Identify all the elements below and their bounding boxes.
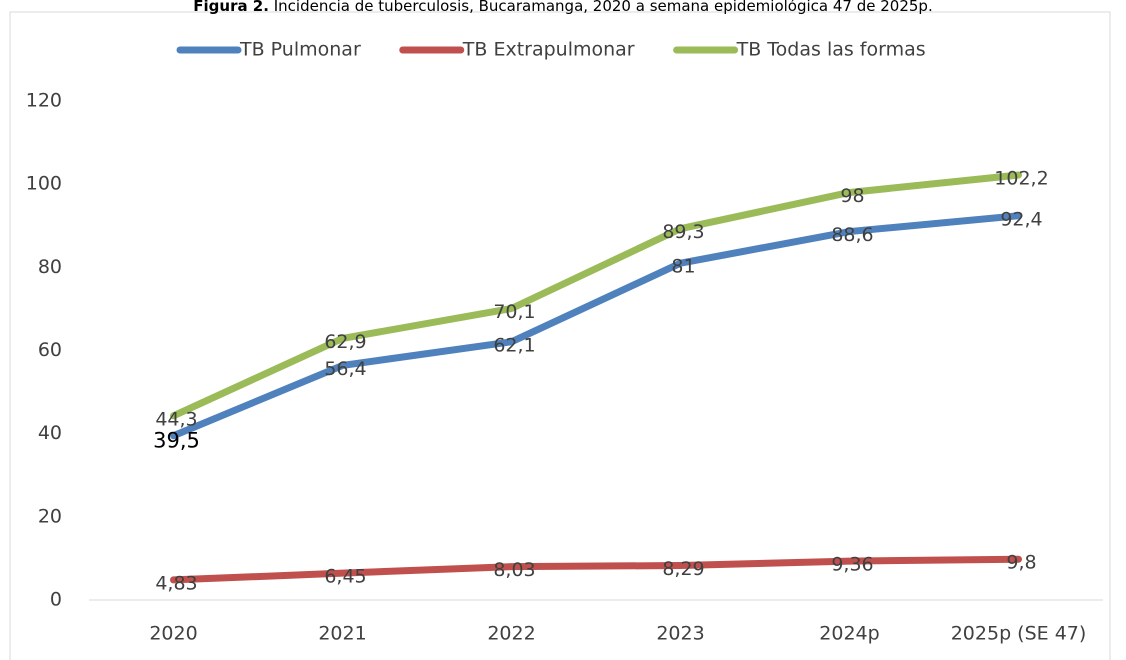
y-tick-label: 60 [38, 339, 62, 361]
legend-label: TB Pulmonar [239, 39, 361, 61]
data-label: 9,36 [831, 554, 873, 576]
data-label: 8,03 [493, 559, 535, 581]
data-label: 88,6 [831, 224, 873, 246]
y-tick-label: 40 [38, 422, 62, 444]
x-tick-label: 2022 [487, 623, 535, 645]
data-label: 39,5 [153, 429, 200, 453]
data-label: 44,3 [155, 408, 197, 430]
y-tick-label: 100 [26, 173, 62, 195]
data-label: 89,3 [662, 221, 704, 243]
title-label: Figura 2. [193, 0, 269, 15]
data-label: 98 [840, 185, 864, 207]
x-tick-label: 2024p [819, 623, 879, 645]
legend-label: TB Extrapulmonar [462, 39, 635, 61]
y-tick-label: 80 [38, 256, 62, 278]
y-tick-label: 0 [50, 589, 62, 611]
y-tick-label: 120 [26, 90, 62, 112]
series-line [170, 555, 1022, 584]
data-label: 8,29 [662, 558, 704, 580]
x-tick-label: 2023 [656, 623, 704, 645]
legend-label: TB Todas las formas [736, 39, 926, 61]
x-tick-label: 2020 [149, 623, 197, 645]
data-label: 62,1 [493, 334, 535, 356]
data-label: 81 [671, 256, 695, 278]
data-label: 92,4 [1000, 208, 1042, 230]
x-tick-label: 2025p (SE 47) [951, 623, 1087, 645]
series-line [170, 171, 1022, 420]
data-label: 56,4 [324, 358, 366, 380]
data-label: 6,45 [324, 566, 366, 588]
chart-title: Figura 2. Incidencia de tuberculosis, Bu… [193, 0, 932, 15]
chart-border [9, 11, 1111, 660]
data-label: 4,83 [155, 572, 197, 594]
data-label: 9,8 [1006, 552, 1036, 574]
y-tick-label: 20 [38, 505, 62, 527]
x-tick-label: 2021 [318, 623, 366, 645]
data-label: 62,9 [324, 331, 366, 353]
data-label: 102,2 [994, 168, 1048, 190]
series-line [170, 212, 1022, 440]
title-text: Incidencia de tuberculosis, Bucaramanga,… [274, 0, 933, 15]
data-label: 70,1 [493, 301, 535, 323]
